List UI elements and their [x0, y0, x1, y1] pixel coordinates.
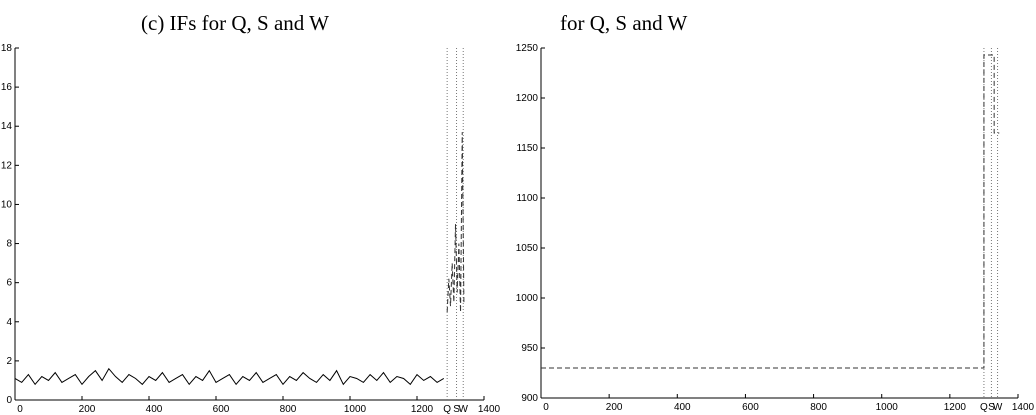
marker-label: S	[453, 404, 460, 415]
x-tick-label: 1400	[478, 404, 501, 415]
x-tick-label: 600	[213, 404, 230, 415]
y-tick-label: 1000	[516, 293, 539, 304]
marker-label: S	[988, 402, 995, 413]
marker-label: Q	[980, 402, 988, 413]
x-tick-label: 400	[674, 402, 691, 413]
y-tick-label: 1100	[516, 193, 538, 204]
y-tick-label: 950	[521, 343, 538, 354]
y-tick-label: 6	[6, 278, 12, 289]
x-tick-label: 0	[543, 402, 549, 413]
marker-label: W	[993, 402, 1003, 413]
y-tick-label: 1150	[516, 143, 538, 154]
y-tick-label: 1200	[516, 93, 539, 104]
chart-title: for Q, S and W	[560, 11, 688, 35]
y-tick-label: 0	[6, 395, 12, 406]
y-tick-label: 2	[6, 356, 12, 367]
y-tick-label: 18	[1, 43, 13, 54]
x-tick-label: 800	[280, 404, 297, 415]
y-tick-label: 16	[1, 82, 13, 93]
x-tick-label: 1400	[1012, 402, 1035, 413]
marker-label: W	[459, 404, 469, 415]
y-tick-label: 900	[521, 393, 538, 404]
x-tick-label: 0	[17, 404, 23, 415]
x-tick-label: 1000	[344, 404, 367, 415]
data-line	[14, 367, 445, 386]
chart-title: (c) IFs for Q, S and W	[141, 11, 329, 35]
y-tick-label: 1050	[516, 243, 539, 254]
x-tick-label: 1200	[411, 404, 434, 415]
marker-label: Q	[443, 404, 451, 415]
x-tick-label: 1200	[944, 402, 967, 413]
x-tick-label: 400	[146, 404, 163, 415]
x-tick-label: 200	[79, 404, 96, 415]
data-line	[541, 54, 1000, 369]
x-tick-label: 1000	[876, 402, 899, 413]
x-tick-label: 800	[810, 402, 827, 413]
x-tick-label: 200	[606, 402, 623, 413]
y-tick-label: 10	[1, 199, 13, 210]
y-tick-label: 8	[6, 239, 12, 250]
y-tick-label: 1250	[516, 43, 539, 54]
y-tick-label: 4	[6, 317, 12, 328]
y-tick-label: 14	[1, 121, 13, 132]
x-tick-label: 600	[742, 402, 759, 413]
data-line	[446, 132, 465, 313]
y-tick-label: 12	[1, 160, 13, 171]
